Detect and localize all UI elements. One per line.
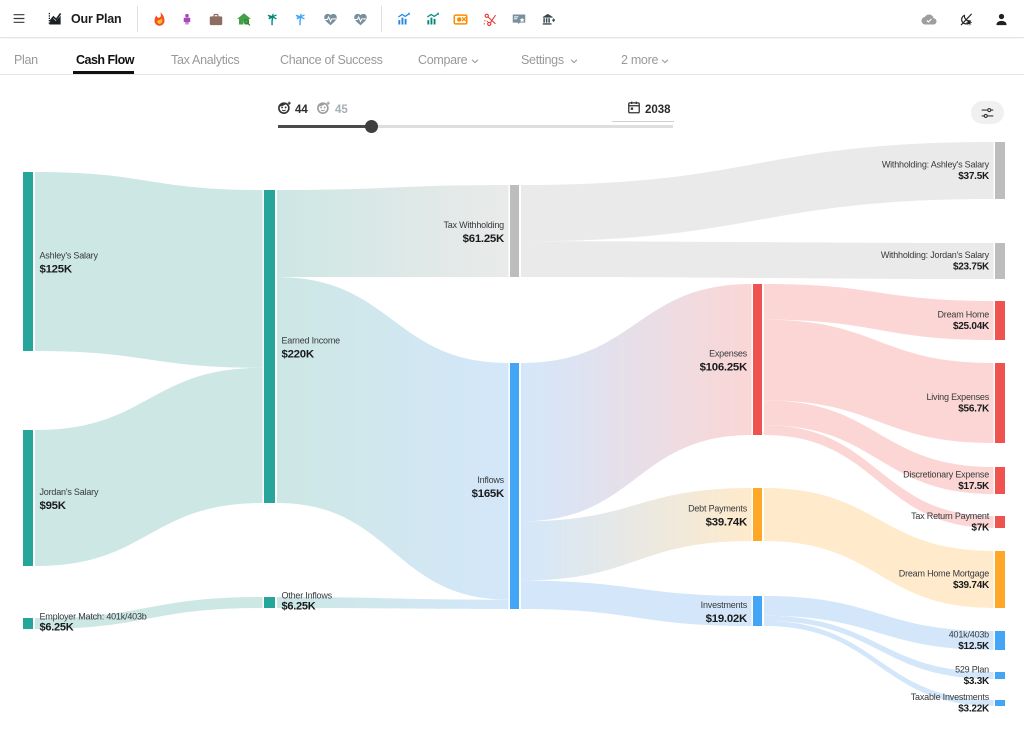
svg-text:Taxable Investments: Taxable Investments [911, 692, 990, 702]
svg-text:$6.25K: $6.25K [40, 622, 74, 634]
svg-text:Earned Income: Earned Income [282, 336, 341, 346]
svg-text:$25.04K: $25.04K [953, 321, 990, 332]
svg-text:$39.74K: $39.74K [953, 580, 990, 591]
svg-text:$56.7K: $56.7K [958, 404, 990, 415]
svg-text:$6.25K: $6.25K [282, 601, 316, 613]
svg-text:Discretionary Expense: Discretionary Expense [903, 470, 989, 480]
svg-text:Withholding: Ashley's Salary: Withholding: Ashley's Salary [882, 160, 990, 170]
svg-text:$37.5K: $37.5K [958, 171, 990, 182]
svg-text:$125K: $125K [40, 264, 73, 276]
svg-text:Living Expenses: Living Expenses [926, 392, 989, 402]
svg-text:$23.75K: $23.75K [953, 262, 990, 273]
svg-text:$7K: $7K [971, 523, 990, 534]
svg-text:$220K: $220K [282, 349, 315, 361]
svg-text:Dream Home Mortgage: Dream Home Mortgage [899, 569, 989, 579]
svg-text:$61.25K: $61.25K [463, 233, 505, 245]
svg-text:$3.3K: $3.3K [964, 676, 990, 687]
svg-text:529 Plan: 529 Plan [955, 665, 989, 675]
svg-text:Dream Home: Dream Home [937, 310, 989, 320]
svg-text:$106.25K: $106.25K [700, 362, 748, 374]
svg-text:Withholding: Jordan's Salary: Withholding: Jordan's Salary [881, 250, 990, 260]
svg-text:$19.02K: $19.02K [706, 613, 748, 625]
svg-text:Tax Return Payment: Tax Return Payment [911, 511, 990, 521]
svg-text:$3.22K: $3.22K [958, 704, 990, 715]
svg-text:$95K: $95K [40, 500, 67, 512]
svg-text:Employer Match: 401k/403b: Employer Match: 401k/403b [40, 612, 147, 622]
svg-text:$17.5K: $17.5K [958, 481, 990, 492]
svg-text:Jordan's Salary: Jordan's Salary [40, 487, 99, 497]
svg-text:Expenses: Expenses [709, 349, 748, 359]
svg-text:Debt Payments: Debt Payments [688, 504, 748, 514]
svg-text:$39.74K: $39.74K [706, 517, 748, 529]
svg-text:$12.5K: $12.5K [958, 641, 990, 652]
svg-text:Inflows: Inflows [477, 475, 504, 485]
svg-text:Tax Withholding: Tax Withholding [443, 220, 504, 230]
svg-text:Other Inflows: Other Inflows [282, 591, 333, 601]
svg-text:Investments: Investments [701, 600, 748, 610]
svg-text:401k/403b: 401k/403b [949, 630, 989, 640]
svg-text:Ashley's Salary: Ashley's Salary [40, 251, 99, 261]
svg-text:$165K: $165K [472, 488, 505, 500]
